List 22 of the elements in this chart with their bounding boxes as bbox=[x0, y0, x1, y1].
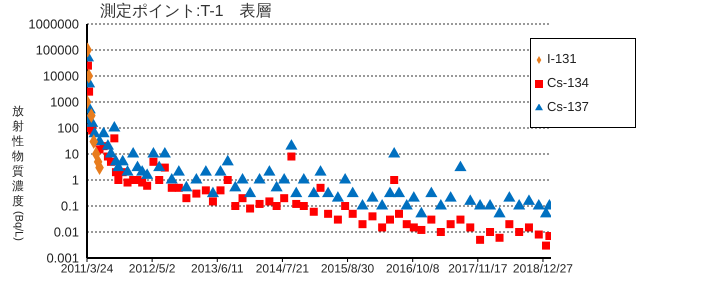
x-tick-label: 2013/6/11 bbox=[191, 262, 244, 276]
x-tick-label: 2015/8/30 bbox=[320, 262, 375, 276]
y-tick-label: 1000000 bbox=[28, 16, 79, 32]
y-tick-label: 1 bbox=[72, 172, 79, 188]
y-tick-label: 0.01 bbox=[54, 224, 79, 240]
legend-label: I-131 bbox=[547, 51, 577, 66]
y-tick-label: 0.1 bbox=[60, 198, 79, 214]
x-tick-label: 2018/12/27 bbox=[512, 262, 574, 276]
y-tick-label: 10000 bbox=[42, 68, 79, 84]
x-tick-label: 2012/5/2 bbox=[128, 262, 176, 276]
legend-label: Cs-134 bbox=[547, 75, 589, 90]
y-tick-label: 10 bbox=[64, 146, 79, 162]
y-tick-label: 1000 bbox=[50, 94, 79, 110]
x-tick-label: 2016/10/8 bbox=[386, 262, 440, 276]
y-tick-label: 100 bbox=[57, 120, 79, 136]
legend-label: Cs-137 bbox=[547, 99, 589, 114]
x-tick-label: 2014/7/21 bbox=[256, 262, 310, 276]
y-axis-title: 放射性物質濃度(Bq/L) bbox=[10, 104, 26, 241]
chart-title: 測定ポイント:T-1 表層 bbox=[100, 2, 272, 22]
y-tick-label: 100000 bbox=[36, 42, 79, 58]
x-tick-label: 2011/3/24 bbox=[60, 262, 114, 276]
x-tick-label: 2017/11/17 bbox=[448, 262, 508, 276]
